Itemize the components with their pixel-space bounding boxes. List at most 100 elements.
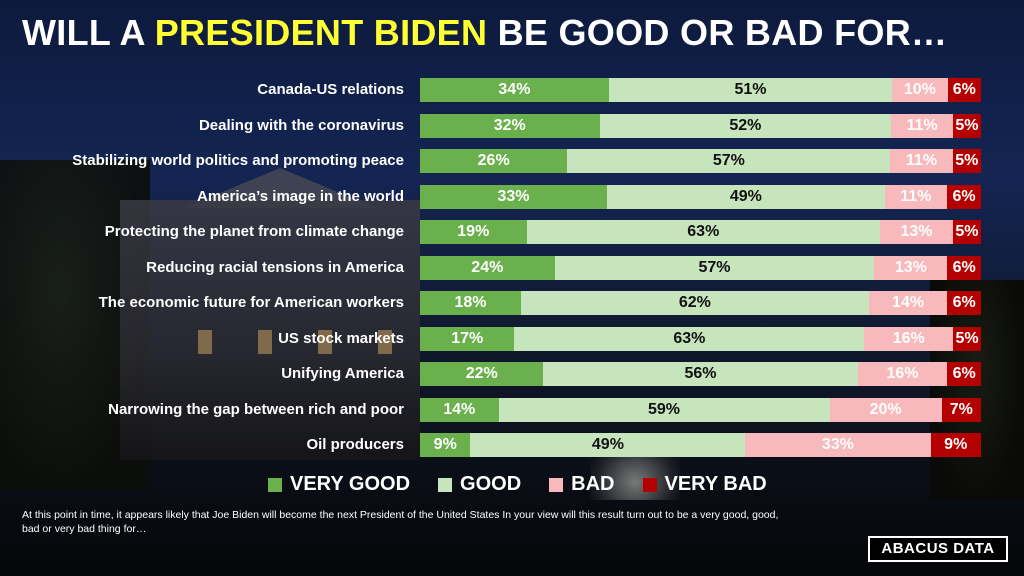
- title-suffix: BE GOOD OR BAD FOR…: [487, 12, 948, 53]
- data-label: 11%: [900, 187, 932, 205]
- data-label: 9%: [944, 436, 968, 453]
- data-label: 6%: [952, 365, 976, 382]
- bar-segment-very-good: [420, 255, 555, 280]
- category-label: Reducing racial tensions in America: [146, 258, 404, 276]
- bar-segment-bad: [857, 362, 948, 386]
- legend-item-bad: BAD: [549, 473, 615, 496]
- bar-segment-very-good: [420, 397, 499, 422]
- data-label: 33%: [821, 436, 854, 453]
- bar-segment-very-bad: [952, 220, 981, 244]
- bar-segment-very-good: [420, 149, 568, 173]
- data-label: 5%: [955, 223, 979, 240]
- data-label: 22%: [465, 365, 498, 382]
- data-label: 34%: [498, 81, 531, 98]
- category-label: Protecting the planet from climate chang…: [104, 223, 404, 240]
- legend-label: BAD: [571, 473, 615, 495]
- bar-segment-very-good: [420, 433, 471, 457]
- bar-segment-very-bad: [941, 397, 981, 422]
- bar-segment-good: [567, 149, 891, 173]
- data-label: 57%: [698, 258, 731, 276]
- data-label: 6%: [952, 294, 976, 311]
- data-label: 17%: [451, 329, 484, 347]
- legend-swatch: [438, 477, 453, 492]
- bar-segment-very-bad: [947, 255, 981, 280]
- bar-segment-very-good: [420, 362, 544, 386]
- category-label: US stock markets: [278, 329, 404, 347]
- bar-segment-very-good: [420, 78, 609, 102]
- data-label: 11%: [905, 152, 938, 169]
- data-label: 62%: [678, 294, 711, 311]
- bar-segment-good: [608, 78, 893, 102]
- legend-swatch: [549, 477, 564, 492]
- data-label: 57%: [712, 152, 745, 169]
- legend-swatch: [642, 477, 657, 492]
- data-label: 24%: [471, 258, 504, 276]
- bar-segment-good: [526, 220, 880, 244]
- data-label: 9%: [433, 436, 457, 453]
- data-label: 32%: [493, 116, 526, 134]
- data-label: 10%: [903, 81, 936, 98]
- bar-segment-very-bad: [947, 291, 981, 315]
- bar-segment-bad: [868, 291, 948, 315]
- data-label: 33%: [497, 187, 530, 205]
- data-label: 6%: [952, 187, 976, 205]
- bar-segment-bad: [874, 255, 948, 280]
- bar-segment-good: [520, 291, 869, 315]
- category-label: Stabilizing world politics and promoting…: [72, 152, 404, 169]
- bar-segment-good: [543, 362, 858, 386]
- title-highlight: PRESIDENT BIDEN: [154, 12, 488, 53]
- data-label: 59%: [648, 400, 681, 418]
- legend-label: VERY GOOD: [290, 473, 411, 495]
- bar-segment-very-bad: [930, 433, 981, 457]
- data-label: 63%: [687, 223, 720, 240]
- category-label: Canada-US relations: [257, 81, 404, 98]
- background-trees-right: [930, 280, 1024, 500]
- legend-item-very-bad: VERY BAD: [642, 473, 767, 496]
- data-label: 6%: [952, 258, 976, 276]
- data-label: 13%: [894, 258, 927, 276]
- legend-item-very-good: VERY GOOD: [268, 473, 410, 496]
- bar-segment-bad: [892, 78, 948, 102]
- data-label: 11%: [906, 116, 938, 134]
- background-window: [198, 330, 212, 354]
- data-label: 6%: [952, 81, 976, 98]
- data-label: 49%: [729, 187, 762, 205]
- data-label: 49%: [591, 436, 624, 453]
- bar-segment-very-good: [420, 184, 607, 209]
- title-prefix: WILL A: [22, 12, 155, 53]
- bar-segment-good: [599, 113, 892, 138]
- legend-label: VERY BAD: [664, 473, 767, 495]
- data-label: 63%: [673, 329, 706, 347]
- data-label: 52%: [729, 116, 762, 134]
- legend-label: GOOD: [460, 473, 522, 495]
- page-title: WILL A PRESIDENT BIDEN BE GOOD OR BAD FO…: [22, 12, 947, 54]
- data-label: 13%: [900, 223, 933, 240]
- data-label: 16%: [892, 329, 925, 347]
- bar-segment-very-bad: [953, 326, 981, 351]
- data-label: 18%: [454, 294, 487, 311]
- data-label: 5%: [955, 329, 979, 347]
- category-label: Narrowing the gap between rich and poor: [108, 400, 404, 418]
- data-label: 5%: [955, 116, 979, 134]
- background-window: [318, 330, 332, 354]
- data-label: 7%: [949, 400, 973, 418]
- bar-segment-good: [554, 255, 875, 280]
- bar-segment-good: [498, 397, 830, 422]
- bar-segment-good: [514, 326, 865, 351]
- bar-segment-bad: [891, 113, 953, 138]
- data-label: 19%: [457, 223, 490, 240]
- data-label: 5%: [955, 152, 979, 169]
- category-label: The economic future for American workers: [98, 294, 404, 311]
- category-label: Unifying America: [281, 365, 404, 382]
- bar-segment-bad: [864, 326, 954, 351]
- bar-segment-good: [470, 433, 746, 457]
- bar-segment-bad: [829, 397, 942, 422]
- chart-legend: VERY GOOD GOOD BAD VERY BAD: [268, 473, 795, 496]
- bar-segment-very-bad: [947, 78, 981, 102]
- bar-segment-very-good: [420, 113, 600, 138]
- data-label: 56%: [684, 365, 717, 382]
- data-label: 14%: [892, 294, 925, 311]
- bar-segment-very-good: [420, 326, 515, 351]
- category-label: Oil producers: [306, 436, 404, 453]
- footnote: At this point in time, it appears likely…: [22, 509, 779, 535]
